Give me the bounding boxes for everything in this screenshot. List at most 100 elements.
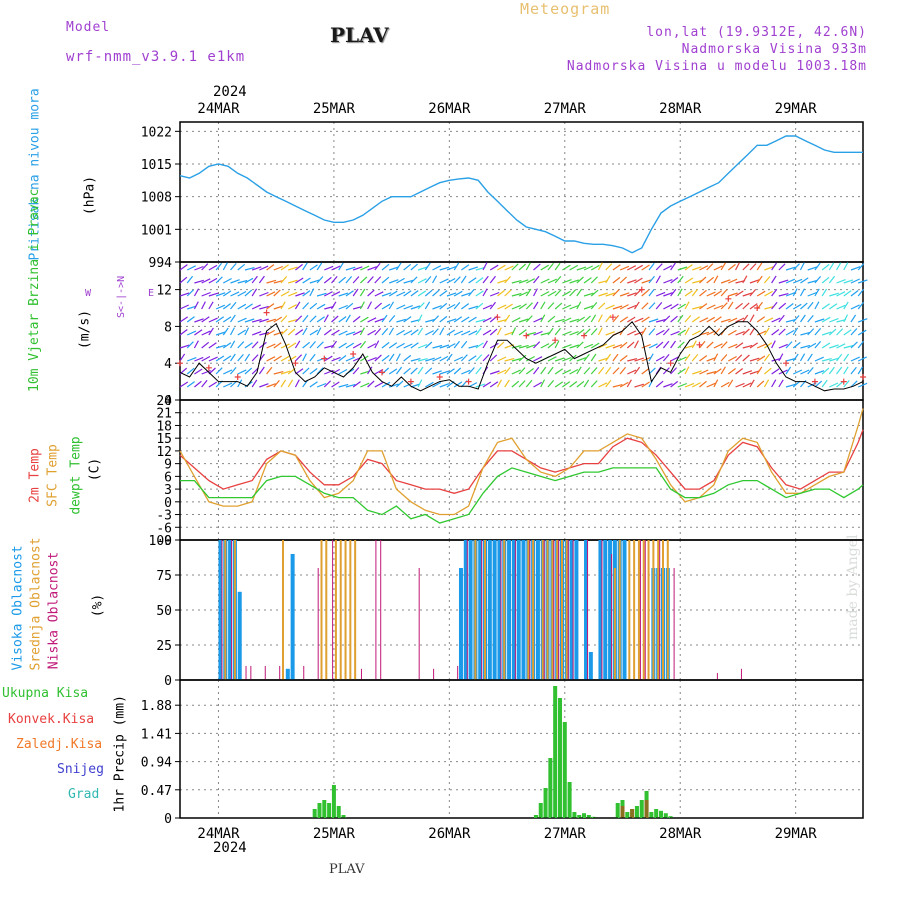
wind-barb <box>331 329 340 336</box>
wind-barb <box>179 353 186 362</box>
precip-total-bar <box>322 800 327 818</box>
wind-barb <box>800 344 811 349</box>
wind-barb <box>720 341 728 349</box>
wind-barb <box>670 303 679 310</box>
wind-barb <box>374 354 382 362</box>
precip-frozen-bar <box>644 800 649 818</box>
wind-barb <box>359 340 367 349</box>
wind-barb <box>562 279 572 284</box>
wind-barb <box>475 302 484 310</box>
wind-barb <box>771 340 776 349</box>
cloud-mid-bar <box>344 540 347 680</box>
panel-pressure: 994 1001 1008 1015 1022 <box>141 121 864 271</box>
wind-barb <box>857 318 868 323</box>
wind-barb <box>828 366 835 375</box>
wind-barb <box>562 344 572 349</box>
wind-barb <box>532 288 538 297</box>
wind-gust-mark <box>292 360 299 367</box>
wind-barb <box>735 342 744 349</box>
cloud-mid-bar <box>527 540 530 680</box>
cloud-low-bar <box>481 540 483 680</box>
y-tick-label: 6 <box>164 470 172 485</box>
wind-barb <box>381 381 391 388</box>
cloud-high-bar <box>487 540 492 680</box>
wind-barb <box>569 354 577 362</box>
wind-barb <box>194 368 203 375</box>
wind-barb <box>309 315 317 323</box>
wind-barb <box>569 264 579 271</box>
y-tick-label: 18 <box>156 419 172 434</box>
wind-barb <box>670 288 677 297</box>
wind-gust-mark <box>523 332 530 339</box>
wind-barb <box>222 327 229 336</box>
wind-barb <box>179 276 188 284</box>
wind-barb <box>489 264 499 271</box>
wind-barb <box>237 279 248 284</box>
y-tick-label: -6 <box>156 521 172 536</box>
y-tick-label: 50 <box>156 604 172 619</box>
y-tick-label: 0 <box>164 394 172 409</box>
wind-barb <box>504 303 513 310</box>
wind-gust-mark <box>696 341 703 348</box>
wind-barb <box>222 262 228 271</box>
wind-barb <box>807 315 814 323</box>
wind-barb <box>309 341 316 349</box>
wind-barb <box>756 330 767 336</box>
wind-barb <box>489 381 499 388</box>
precip-total-bar <box>634 806 639 818</box>
wind-barb <box>359 276 368 284</box>
wind-barb <box>655 341 664 349</box>
wind-barb <box>309 368 318 375</box>
wind-barb <box>634 289 642 297</box>
cloud-mid-bar <box>618 540 621 680</box>
wind-barb <box>273 316 283 323</box>
wind-barb <box>424 341 433 349</box>
precip-total-bar <box>572 812 577 818</box>
wind-barb <box>374 318 385 323</box>
wind-barb <box>857 288 865 297</box>
wind-barb <box>857 356 867 362</box>
wind-barb <box>331 265 341 271</box>
wind-barb <box>475 327 482 336</box>
wind-barb <box>482 304 493 310</box>
cloud-high-bar <box>574 540 579 680</box>
wind-barb <box>352 367 360 375</box>
wind-barb <box>778 314 785 323</box>
wind-barb <box>821 331 832 336</box>
wind-barb <box>432 265 442 271</box>
wind-barb <box>280 328 288 336</box>
wind-barb <box>302 341 311 349</box>
wind-barb <box>764 290 773 297</box>
wind-barb <box>814 356 824 362</box>
wind-barb <box>215 355 225 362</box>
wind-barb <box>208 381 218 388</box>
wind-barb <box>684 353 691 362</box>
wind-barb <box>453 302 461 310</box>
day-label-top: 28MAR <box>659 101 702 117</box>
wind-barb <box>403 305 413 310</box>
wind-barb <box>836 366 843 375</box>
wind-barb <box>655 291 666 297</box>
wind-barb <box>432 305 442 310</box>
wind-barb <box>590 276 598 284</box>
wind-barb <box>237 369 247 375</box>
wind-barb <box>251 318 262 323</box>
year-top: 2024 <box>213 84 247 100</box>
wind-barb <box>395 262 402 271</box>
wind-barb <box>814 380 823 388</box>
wind-barb <box>778 293 789 297</box>
cloud-high-bar <box>588 652 593 680</box>
wind-barb <box>785 366 792 375</box>
wind-barb <box>684 315 692 323</box>
wind-barb <box>814 318 825 323</box>
wind-barb <box>576 276 584 284</box>
cloud-mid-bar <box>565 540 568 680</box>
wind-gust-mark <box>234 374 241 380</box>
wind-barb <box>439 355 449 362</box>
wind-barb <box>800 277 809 284</box>
wind-barb <box>446 329 456 336</box>
wind-barb <box>424 301 431 310</box>
wind-barb <box>432 344 443 349</box>
wind-barb <box>756 366 763 375</box>
wind-barb <box>605 366 612 375</box>
